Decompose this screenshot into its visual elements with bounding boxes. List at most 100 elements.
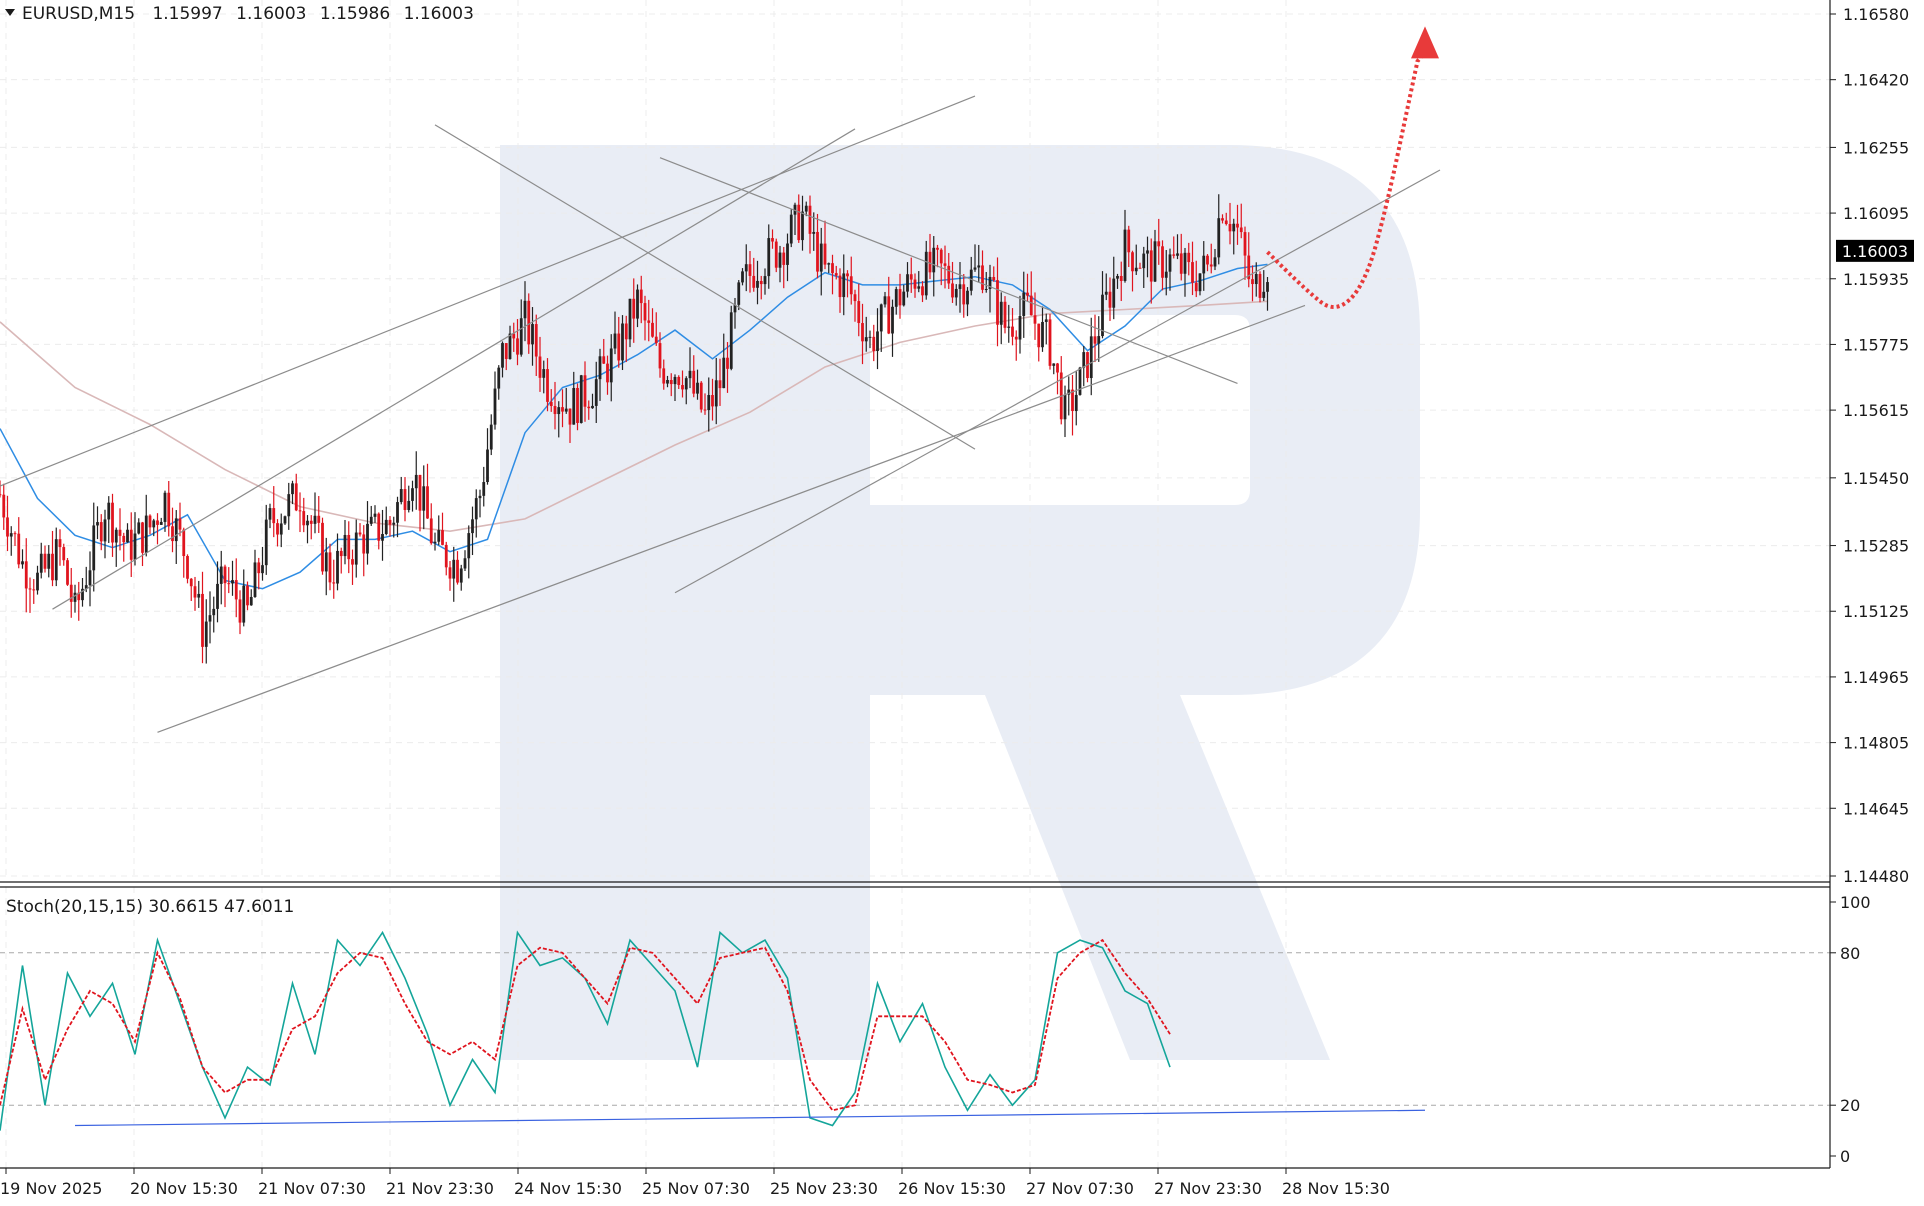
candle-body [759,280,763,285]
time-axis-labels: 19 Nov 2025 20 Nov 15:30 21 Nov 07:30 21 No… [0,1168,1390,1198]
candle-body [542,369,546,378]
candle-body [103,519,107,542]
candle-body [362,534,366,554]
candle-body [1131,252,1134,272]
candle-body [1142,253,1146,269]
candle-body [999,301,1003,325]
candle-body [857,301,861,324]
candle-body [1007,326,1011,328]
candle-body [617,333,621,361]
time-tick-label: 19 Nov 2025 [0,1179,102,1198]
candle-body [478,495,482,499]
candle-body [527,300,531,345]
candle-body [167,492,171,527]
candle-body [373,513,377,517]
candle-body [906,274,909,292]
candle-body [88,570,92,586]
candle-body [336,550,339,584]
candle-body [778,252,782,268]
candle-body [197,593,201,598]
candle-body [1082,352,1086,368]
chart-header: EURUSD,M15 1.15997 1.16003 1.15986 1.160… [5,4,474,917]
candle-body [497,367,501,389]
candle-body [651,322,654,337]
candle-body [111,502,114,543]
candle-body [1056,363,1059,373]
candle-body [519,318,523,355]
caret-down-icon[interactable] [5,9,15,16]
candle-body [321,522,324,572]
candle-body [1194,282,1198,292]
candle-body [1191,262,1194,283]
candle-body [891,306,894,334]
ma-fast-path [0,263,1268,590]
candle-body [283,516,287,524]
candle-body [1153,241,1157,282]
candle-body [1228,224,1232,232]
stoch-tick-label: 100 [1840,893,1871,912]
trend-line [434,124,976,450]
candle-body [973,267,977,270]
time-tick-label: 28 Nov 15:30 [1282,1179,1390,1198]
ma-fast-line [0,263,1268,590]
stoch-d-line [0,938,1171,1112]
candle-body [0,494,2,496]
candle-body [921,286,924,296]
candle-body [1266,282,1269,292]
candle-body [531,324,534,345]
forecast-path [1266,51,1427,309]
candle-body [662,368,666,384]
candle-body [992,276,996,281]
candle-body [887,296,891,334]
candle-body [107,502,111,520]
candle-body [28,588,32,590]
candle-body [1104,291,1108,295]
candle-body [621,323,624,361]
candle-body [523,300,527,319]
candle-body [66,560,69,585]
candle-body [148,515,152,528]
price-tick-label: 1.15935 [1843,270,1909,289]
candle-body [471,519,474,534]
candle-body [377,513,381,541]
candle-body [703,409,707,411]
candle-body [1198,273,1202,292]
candle-body [954,288,958,298]
candle-body [126,529,129,543]
candle-body [628,298,632,340]
trend-line [0,95,976,487]
candle-body [1157,241,1161,247]
candle-body [444,544,448,568]
candle-body [827,263,831,265]
candle-body [1063,394,1067,420]
current-price-label: 1.16003 [1836,239,1914,262]
candle-body [418,474,422,511]
candle-body [804,205,808,212]
price-tick-label: 1.15450 [1843,469,1909,488]
candle-body [1236,223,1239,228]
candle-body [463,558,467,569]
candle-body [429,518,433,544]
candle-body [711,395,714,407]
stoch-trend-line [74,1109,1426,1127]
candle-body [677,376,681,386]
candle-body [936,247,939,250]
candle-body [212,608,216,616]
candle-body [696,382,699,394]
trend-lines [0,95,1441,733]
trend-line [674,169,1441,594]
candle-body [309,520,313,524]
candle-body [276,523,279,535]
candle-body [872,336,876,352]
main-grid [0,0,1830,1168]
candle-body [707,395,711,411]
candle-body [69,584,73,602]
candle-body [561,407,564,412]
candlesticks [0,194,1269,664]
candle-body [1026,292,1029,296]
candle-body [298,510,302,512]
candle-body [396,502,399,523]
candle-body [452,559,456,579]
trend-line [157,304,1306,733]
close-value: 1.16003 [404,4,474,24]
